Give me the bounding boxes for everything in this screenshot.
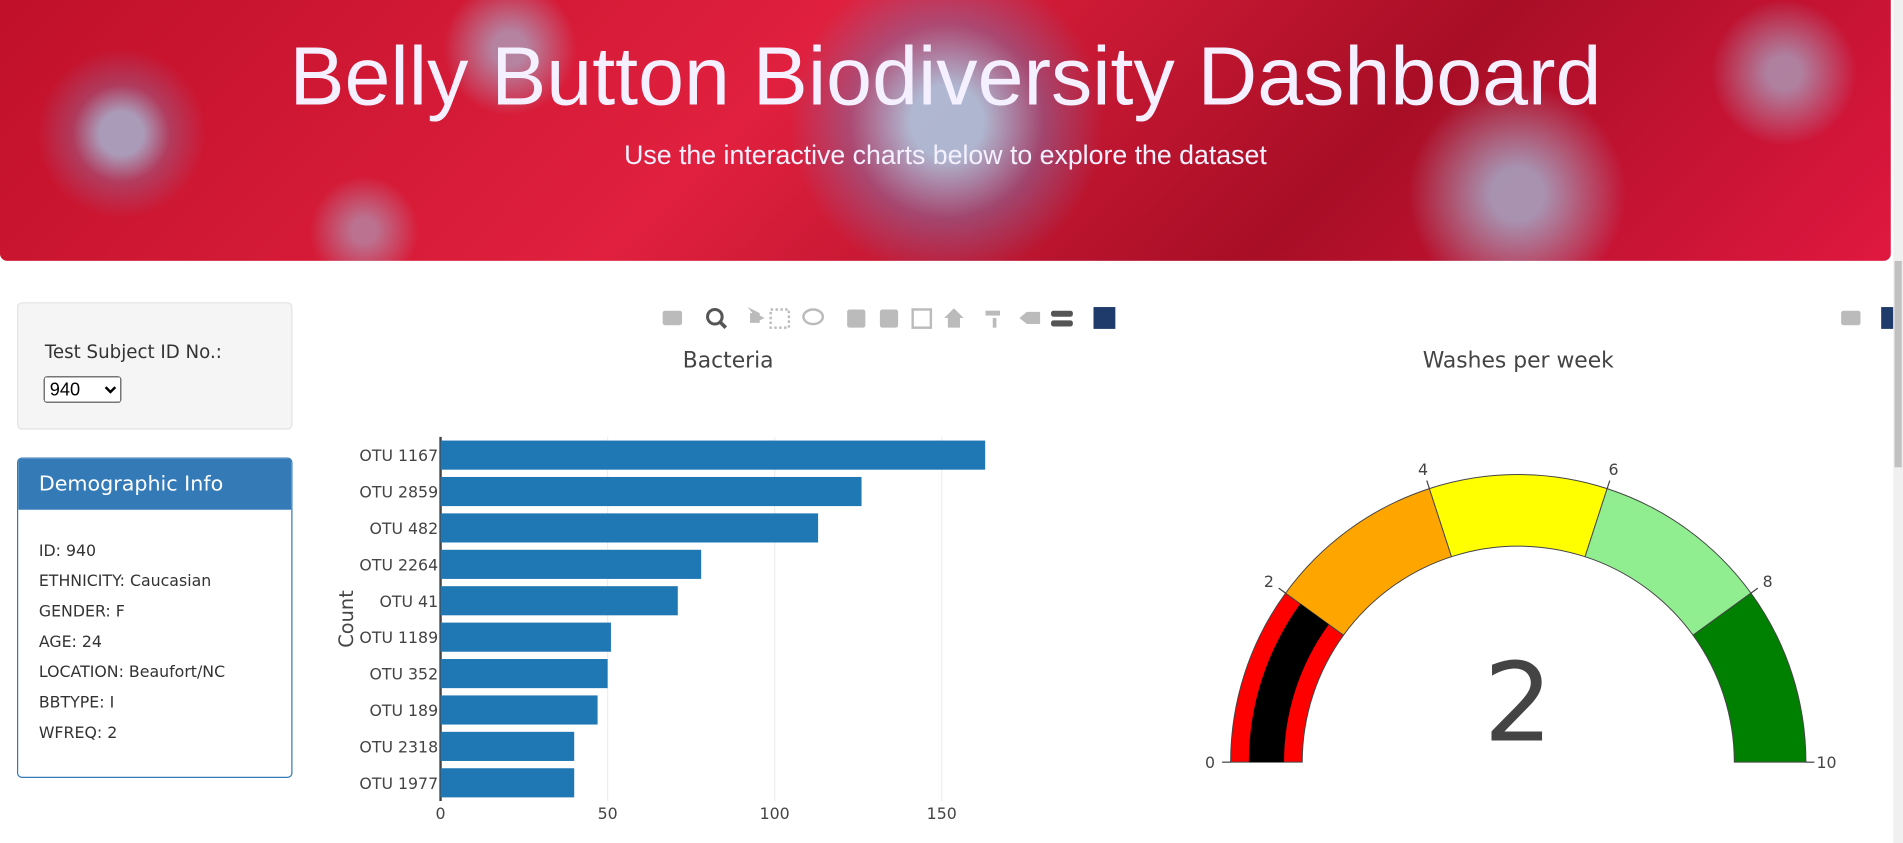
gauge-tick-label: 10 [1817, 753, 1837, 772]
chart-title: Washes per week [1423, 349, 1614, 374]
page-subtitle: Use the interactive charts below to expl… [624, 139, 1267, 170]
y-tick-label: OTU 1189 [359, 628, 438, 647]
bar [440, 513, 819, 543]
y-tick-label: OTU 2264 [359, 555, 438, 574]
gauge-value: 2 [1484, 639, 1553, 766]
y-tick-label: OTU 1977 [359, 774, 438, 793]
demographic-item: GENDER: F [38, 603, 125, 622]
gauge-tick [1750, 587, 1759, 594]
bar [440, 476, 862, 507]
x-tick-label: 150 [927, 804, 957, 823]
panel-title: Demographic Info [18, 458, 292, 510]
bar [440, 768, 575, 798]
demographic-panel: Demographic Info ID: 940 ETHNICITY: Cauca… [16, 457, 293, 778]
gauge-tick-label: 8 [1763, 572, 1773, 591]
x-tick-label: 100 [760, 804, 790, 823]
y-tick-label: OTU 352 [369, 665, 438, 684]
subject-select[interactable]: 940 [43, 376, 122, 403]
modebar[interactable] [662, 307, 1894, 329]
y-tick-label: OTU 41 [379, 592, 438, 611]
demographic-item: AGE: 24 [38, 633, 102, 652]
bar [440, 695, 598, 725]
bar [440, 731, 575, 761]
demographic-item: ETHNICITY: Caucasian [38, 572, 212, 592]
y-axis-label: Count [335, 590, 358, 648]
gauge-tick-label: 0 [1205, 753, 1215, 772]
gauge-tick [1606, 480, 1611, 489]
gauge-bar [1248, 603, 1329, 763]
bar [440, 659, 608, 689]
y-tick-label: OTU 2859 [359, 483, 438, 502]
bar [440, 440, 986, 470]
demographic-item: BBTYPE: I [38, 694, 115, 713]
gauge-tick-label: 2 [1264, 572, 1274, 591]
banner: Belly Button Biodiversity Dashboard Use … [0, 0, 1891, 261]
scrollbar[interactable] [1893, 0, 1903, 843]
demographic-item: WFREQ: 2 [38, 724, 118, 743]
page-title: Belly Button Biodiversity Dashboard [289, 30, 1602, 123]
demographic-item: ID: 940 [38, 542, 97, 561]
y-tick-label: OTU 2318 [359, 737, 438, 756]
gauge-step [1692, 592, 1807, 763]
y-tick-label: OTU 189 [369, 701, 438, 720]
bar [440, 586, 678, 616]
bar [440, 622, 611, 652]
gauge-tick-label: 6 [1609, 460, 1619, 479]
y-tick-label: OTU 1167 [359, 446, 438, 465]
chart-title: Bacteria [683, 349, 774, 374]
gauge-tick-label: 4 [1418, 460, 1428, 479]
demographic-item: LOCATION: Beaufort/NC [38, 663, 226, 683]
x-tick-label: 0 [436, 804, 446, 823]
selector-panel: Test Subject ID No.: 940 [16, 302, 293, 430]
x-tick-label: 50 [598, 804, 618, 823]
selector-label: Test Subject ID No.: [44, 341, 222, 363]
gauge-tick [1426, 480, 1430, 489]
gauge-step [1428, 474, 1608, 558]
y-tick-label: OTU 482 [369, 519, 438, 538]
gauge-tick [1278, 587, 1286, 594]
bar [440, 549, 702, 579]
